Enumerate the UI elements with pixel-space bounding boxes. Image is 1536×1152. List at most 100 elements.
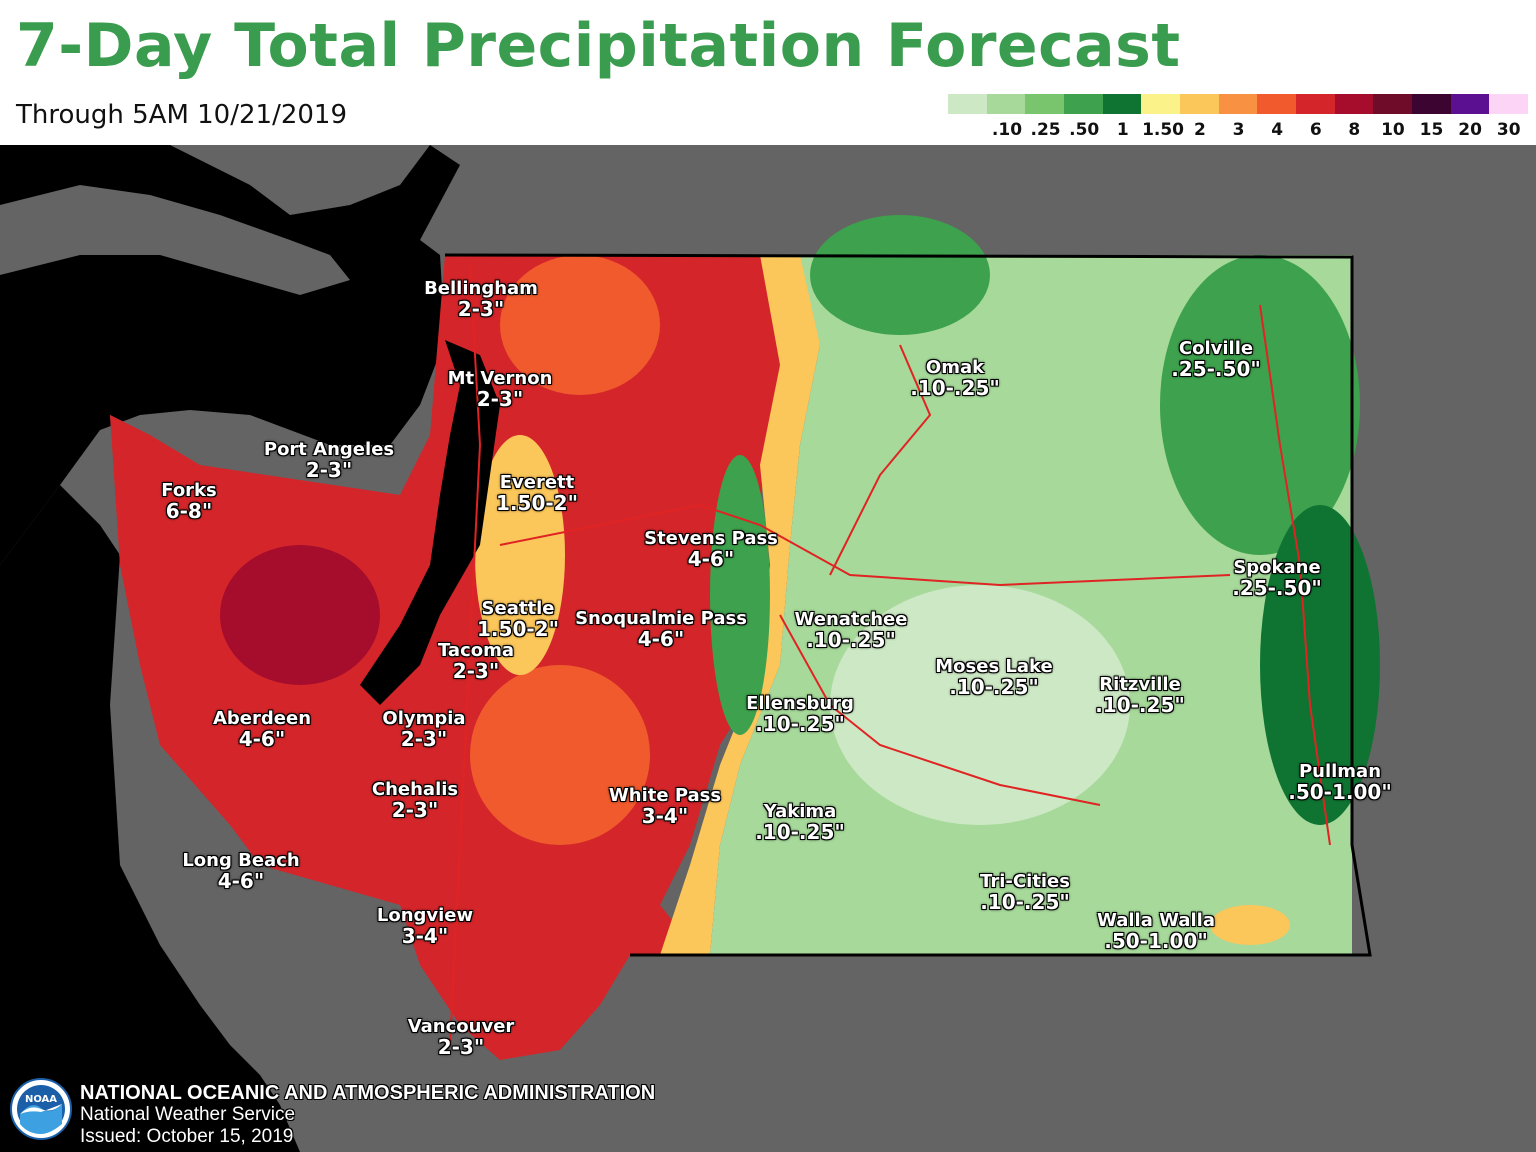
legend-swatch-8 <box>1218 94 1258 114</box>
city-label: Aberdeen 4-6" <box>213 708 311 750</box>
city-label: Olympia 2-3" <box>382 708 465 750</box>
city-name: Longview <box>376 905 474 926</box>
city-label: Ritzville .10-.25" <box>1095 674 1185 716</box>
city-label: Pullman .50-1.00" <box>1288 761 1392 803</box>
legend-swatch-6 <box>1141 94 1181 114</box>
city-precip-range: 4-6" <box>217 869 265 893</box>
city-label: Everett 1.50-2" <box>496 472 578 514</box>
city-name: Ritzville <box>1099 674 1181 695</box>
legend-label: 4 <box>1271 120 1284 140</box>
puget-sound <box>360 340 500 705</box>
city-label: Longview 3-4" <box>377 905 473 947</box>
legend-swatch-13 <box>1412 94 1451 114</box>
city-precip-range: 4-6" <box>687 547 735 571</box>
city-name: Tacoma <box>437 640 515 661</box>
city-name: White Pass <box>608 785 722 806</box>
legend-label: 15 <box>1419 120 1444 140</box>
city-precip-range: 1.50-2" <box>477 617 559 641</box>
city-precip-range: 4-6" <box>238 727 286 751</box>
city-precip-range: .10-.25" <box>980 890 1070 914</box>
legend-label: 1 <box>1116 120 1129 140</box>
legend-swatch-14 <box>1450 94 1490 114</box>
city-precip-range: .10-.25" <box>755 712 845 736</box>
city-name: Spokane <box>1233 557 1321 578</box>
road-us395-east <box>1259 304 1331 846</box>
city-name: Tri-Cities <box>980 871 1070 892</box>
legend-swatch-9 <box>1257 94 1297 114</box>
vancouver-island <box>0 185 350 295</box>
state-border <box>444 253 1372 957</box>
city-name: Bellingham <box>424 278 538 299</box>
city-name: Everett <box>499 472 575 493</box>
legend-label: 3 <box>1232 120 1245 140</box>
city-label: Long Beach 4-6" <box>182 850 299 892</box>
city-name: Wenatchee <box>794 609 908 630</box>
city-precip-range: .10-.25" <box>949 675 1039 699</box>
city-name: Mt Vernon <box>447 368 553 389</box>
city-name: Ellensburg <box>746 693 854 714</box>
city-name: Vancouver <box>407 1016 515 1037</box>
legend-swatch-15 <box>1489 94 1529 114</box>
precip-zone-wet-west <box>110 255 800 1060</box>
city-precip-range: 2-3" <box>305 458 353 482</box>
footer-text: NATIONAL OCEANIC AND ATMOSPHERIC ADMINIS… <box>80 1082 655 1148</box>
legend-color-bar <box>948 94 1529 114</box>
city-precip-range: 1.50-2" <box>496 491 578 515</box>
precip-zone-south-core <box>470 665 650 845</box>
issued-date: Issued: October 15, 2019 <box>80 1126 294 1147</box>
city-precip-range: .25-.50" <box>1232 576 1322 600</box>
legend-label: 1.50 <box>1142 120 1185 140</box>
page-title: 7-Day Total Precipitation Forecast <box>16 11 1181 81</box>
city-label: Snoqualmie Pass 4-6" <box>575 608 747 650</box>
city-label: Tri-Cities .10-.25" <box>980 871 1070 913</box>
legend-label: 20 <box>1458 120 1482 140</box>
city-name: Long Beach <box>182 850 300 871</box>
road-us97 <box>829 344 932 576</box>
city-label: Yakima .10-.25" <box>755 801 845 843</box>
city-precip-range: 3-4" <box>641 804 689 828</box>
agency-name: NATIONAL OCEANIC AND ATMOSPHERIC ADMINIS… <box>80 1082 656 1104</box>
noaa-logo: NOAA <box>10 1078 72 1140</box>
city-label: Bellingham 2-3" <box>424 278 538 320</box>
city-precip-range: 2-3" <box>400 727 448 751</box>
city-name: Yakima <box>763 801 837 822</box>
precip-zone-north-core <box>500 255 660 395</box>
precip-map: Bellingham 2-3" Mt Vernon 2-3" Port Angeles 2… <box>0 145 1536 1152</box>
road-i5 <box>449 264 482 1046</box>
city-label: Moses Lake .10-.25" <box>935 656 1053 698</box>
road-i82 <box>779 614 1101 806</box>
city-precip-range: 2-3" <box>476 387 524 411</box>
precip-zone-olympics <box>220 545 380 685</box>
precip-zone-puget-lowland <box>475 435 565 675</box>
precip-zone-northeast <box>1160 255 1360 555</box>
legend-labels: .10 .25 .50 1 1.50 2 3 4 6 8 10 15 20 30 <box>948 120 1528 140</box>
legend-swatch-1 <box>948 94 987 114</box>
city-precip-range: .50-1.00" <box>1288 780 1392 804</box>
city-precip-range: .10-.25" <box>910 376 1000 400</box>
city-label: Walla Walla .50-1.00" <box>1097 910 1215 952</box>
city-precip-range: 3-4" <box>401 924 449 948</box>
precip-legend: .10 .25 .50 1 1.50 2 3 4 6 8 10 15 20 30 <box>948 94 1529 140</box>
city-label: Spokane .25-.50" <box>1232 557 1322 599</box>
city-name: Omak <box>925 357 985 378</box>
city-precip-range: 2-3" <box>391 798 439 822</box>
city-precip-range: 2-3" <box>437 1035 485 1059</box>
city-label: Chehalis 2-3" <box>372 779 458 821</box>
city-precip-range: 4-6" <box>637 627 685 651</box>
city-name: Chehalis <box>371 779 459 800</box>
city-precip-range: 2-3" <box>457 297 505 321</box>
legend-label: 6 <box>1309 120 1322 140</box>
legend-swatch-2 <box>986 94 1026 114</box>
legend-swatch-10 <box>1296 94 1335 114</box>
city-name: Port Angeles <box>263 439 395 460</box>
service-name: National Weather Service <box>80 1104 296 1125</box>
precip-zone-blue-mtns <box>1210 905 1290 945</box>
city-precip-range: 6-8" <box>165 499 213 523</box>
precip-zone-idaho-border <box>1260 505 1380 825</box>
precip-zone-basin <box>830 585 1130 825</box>
city-precip-range: .10-.25" <box>755 820 845 844</box>
precip-zone-north-cascades <box>810 215 990 335</box>
legend-label: .50 <box>1069 120 1100 140</box>
legend-label: 8 <box>1348 120 1361 140</box>
city-label: Colville .25-.50" <box>1171 338 1261 380</box>
